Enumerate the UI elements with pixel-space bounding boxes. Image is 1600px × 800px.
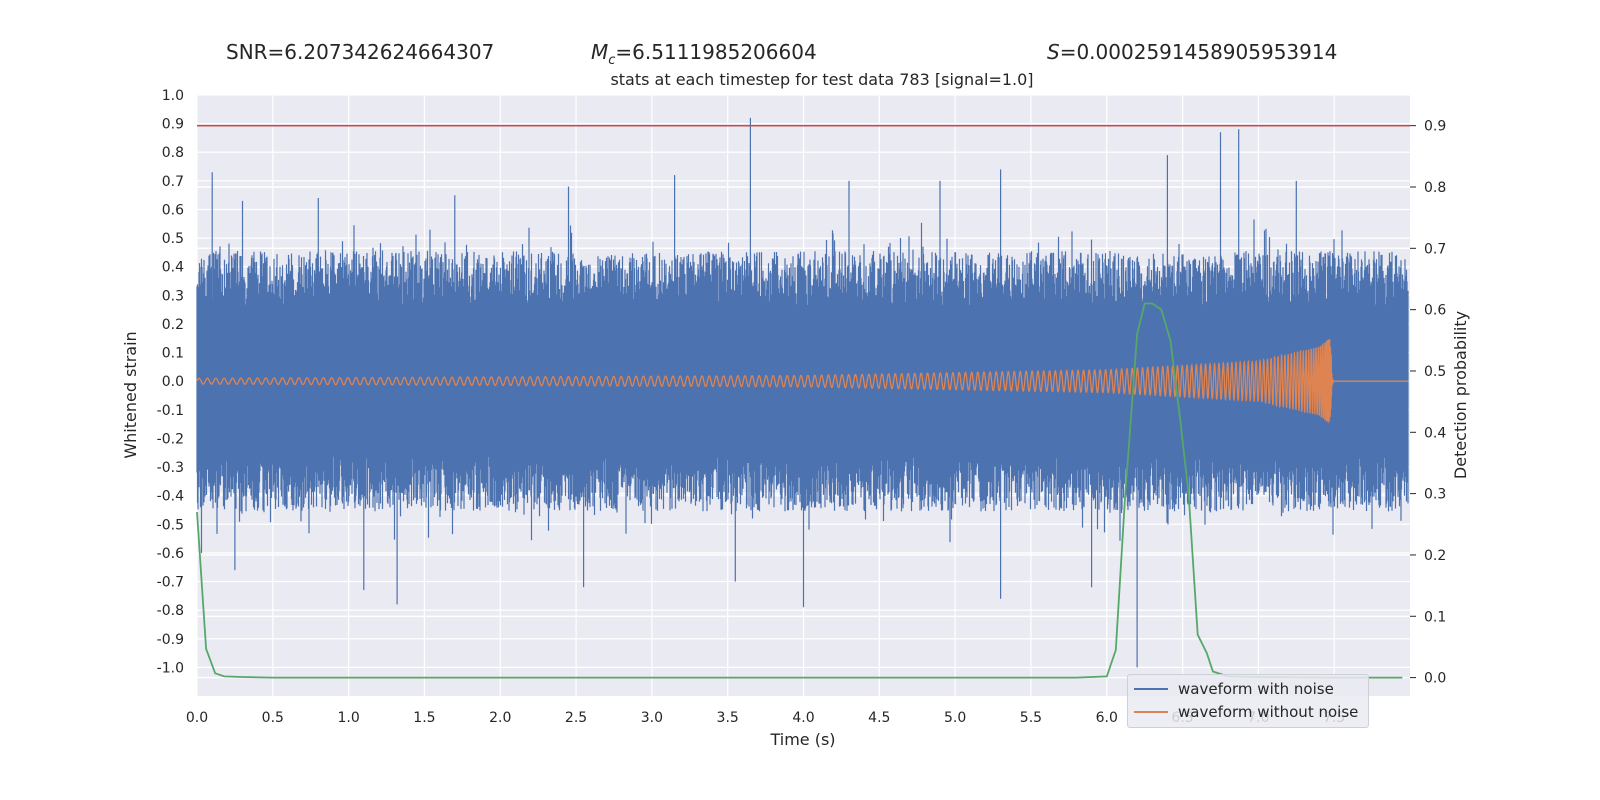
y2-tick-label: 0.9 <box>1424 119 1446 135</box>
legend-swatch-clean <box>1134 711 1168 713</box>
y-tick-label: 0.6 <box>162 202 184 218</box>
clean-trace <box>196 339 1409 424</box>
x-tick-label: 5.5 <box>1020 710 1042 726</box>
y-tick-label: 0.7 <box>162 174 184 190</box>
series-waveform-without-noise <box>196 339 1409 424</box>
probability-trace <box>196 302 1403 679</box>
y-tick-label: -0.3 <box>157 460 184 476</box>
y-tick-label: -0.8 <box>157 603 184 619</box>
mc-subscript: c <box>608 53 616 68</box>
x-tick-label: 2.5 <box>565 710 587 726</box>
legend-item-clean: waveform without noise <box>1134 701 1358 723</box>
x-tick-label: 3.5 <box>717 710 739 726</box>
y-tick-label: -0.5 <box>157 517 184 533</box>
legend: waveform with noise waveform without noi… <box>1127 674 1369 728</box>
x-tick-label: 0.0 <box>186 710 208 726</box>
y2-tick-label: 0.1 <box>1424 609 1446 625</box>
y-tick-label: -1.0 <box>157 660 184 676</box>
y2-axis-ticks: 0.9 0.8 0.7 0.6 0.5 0.4 0.3 0.2 0.1 0.0 <box>1410 119 1446 687</box>
x-tick-label: 2.0 <box>489 710 511 726</box>
y-tick-label: 0.9 <box>162 117 184 133</box>
chart-subtitle-row: stats at each timestep for test data 783… <box>0 70 1600 89</box>
y-tick-label: 0.1 <box>162 346 184 362</box>
x-tick-label: 3.0 <box>641 710 663 726</box>
y-tick-label: 0.4 <box>162 260 184 276</box>
legend-item-noise: waveform with noise <box>1134 678 1334 700</box>
legend-label-clean: waveform without noise <box>1178 703 1359 721</box>
x-tick-label: 6.0 <box>1096 710 1118 726</box>
legend-label-noise: waveform with noise <box>1178 680 1334 698</box>
y-tick-label: 0.3 <box>162 288 184 304</box>
x-tick-label: 0.5 <box>262 710 284 726</box>
x-tick-label: 4.5 <box>868 710 890 726</box>
y2-tick-label: 0.4 <box>1424 425 1446 441</box>
y2-tick-label: 0.6 <box>1424 303 1446 319</box>
s-value: =0.0002591458905953914 <box>1059 40 1338 64</box>
mc-symbol: M <box>591 40 609 64</box>
x-tick-label: 1.5 <box>413 710 435 726</box>
y-tick-label: -0.7 <box>157 575 184 591</box>
mc-value: =6.5111985206604 <box>615 40 817 64</box>
series-detection-probability <box>196 302 1403 679</box>
legend-swatch-noise <box>1134 688 1168 690</box>
y-tick-label: 0.2 <box>162 317 184 333</box>
s-symbol: S <box>1047 40 1060 64</box>
y-axis-label: Whitened strain <box>121 331 140 458</box>
x-tick-label: 5.0 <box>944 710 966 726</box>
y-tick-label: -0.1 <box>157 403 184 419</box>
y-tick-label: -0.2 <box>157 431 184 447</box>
y-tick-label: 0.0 <box>162 374 184 390</box>
y2-tick-label: 0.2 <box>1424 548 1446 564</box>
y-tick-label: -0.4 <box>157 489 184 505</box>
x-axis-label: Time (s) <box>769 730 835 749</box>
y2-tick-label: 0.8 <box>1424 180 1446 196</box>
snr-label: SNR=6.207342624664307 <box>226 40 495 64</box>
y-tick-label: -0.6 <box>157 546 184 562</box>
y-tick-label: 1.0 <box>162 88 184 104</box>
y-tick-label: -0.9 <box>157 632 184 648</box>
y2-tick-label: 0.3 <box>1424 487 1446 503</box>
x-tick-label: 1.0 <box>337 710 359 726</box>
y2-axis-label: Detection probability <box>1451 311 1470 479</box>
y2-tick-label: 0.5 <box>1424 364 1446 380</box>
y-tick-label: 0.8 <box>162 145 184 161</box>
y-tick-label: 0.5 <box>162 231 184 247</box>
chart-subtitle: stats at each timestep for test data 783… <box>610 70 1034 89</box>
x-tick-label: 4.0 <box>792 710 814 726</box>
s-statistic-label: S=0.0002591458905953914 <box>1047 40 1337 64</box>
y2-tick-label: 0.7 <box>1424 241 1446 257</box>
y2-tick-label: 0.0 <box>1424 671 1446 687</box>
chirp-mass-label: Mc=6.5111985206604 <box>591 40 817 68</box>
y-axis-ticks: 1.0 0.9 0.8 0.7 0.6 0.5 0.4 0.3 0.2 0.1 0.0 -0.1 -0.… <box>157 88 184 676</box>
